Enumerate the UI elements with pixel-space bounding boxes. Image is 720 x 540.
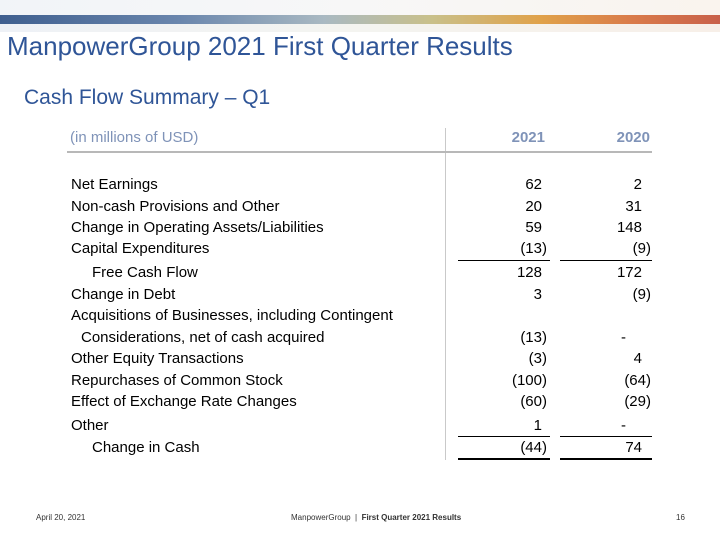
row-value-2021: 1 [533, 417, 542, 434]
row-value-2021: (3) [528, 350, 547, 367]
row-value-2021: 20 [525, 198, 542, 215]
total-rule-bottom-2020 [560, 458, 652, 460]
unit-label: (in millions of USD) [70, 129, 199, 146]
row-value-2021: 128 [516, 264, 542, 281]
row-label-free-cash-flow: Free Cash Flow [92, 264, 198, 281]
row-value-2020: 31 [625, 198, 642, 215]
row-value-2020: 74 [625, 439, 642, 456]
footer-title: ManpowerGroup | First Quarter 2021 Resul… [291, 513, 461, 522]
subtotal-rule-2021 [458, 260, 550, 261]
row-label-other: Other [71, 417, 109, 434]
row-value-2020: 172 [616, 264, 642, 281]
slide-title: ManpowerGroup 2021 First Quarter Results [7, 31, 513, 61]
row-label-other-equity: Other Equity Transactions [71, 350, 244, 367]
row-label-change-in-cash: Change in Cash [92, 439, 200, 456]
header-rule [67, 151, 652, 153]
row-value-2020: 2 [633, 176, 642, 193]
row-value-2020: 4 [633, 350, 642, 367]
top-banner-shadow [0, 24, 720, 32]
row-value-2021: 3 [533, 286, 542, 303]
row-value-2021: (100) [511, 372, 547, 389]
row-label-capital-expenditures: Capital Expenditures [71, 240, 210, 257]
row-label-exchange-rate: Effect of Exchange Rate Changes [71, 393, 297, 410]
row-value-2020: - [621, 329, 626, 346]
total-rule-top-2021 [458, 436, 550, 437]
row-value-2021: (60) [520, 393, 547, 410]
page-number: 16 [676, 513, 685, 522]
row-value-2020: (29) [624, 393, 651, 410]
row-value-2021: 59 [525, 219, 542, 236]
row-value-2020: - [621, 417, 626, 434]
row-value-2021: 62 [525, 176, 542, 193]
slide-subtitle: Cash Flow Summary – Q1 [24, 86, 271, 109]
footer-report: First Quarter 2021 Results [361, 513, 462, 522]
row-label-non-cash-provisions: Non-cash Provisions and Other [71, 198, 280, 215]
row-label-operating-assets: Change in Operating Assets/Liabilities [71, 219, 324, 236]
subtotal-rule-2020 [560, 260, 652, 261]
row-value-2020: (64) [624, 372, 651, 389]
row-value-2021: (13) [520, 329, 547, 346]
row-value-2020: (9) [632, 286, 651, 303]
row-value-2020: (9) [632, 240, 651, 257]
row-label-net-earnings: Net Earnings [71, 176, 158, 193]
column-header-2021: 2021 [511, 129, 545, 146]
row-label-acquisitions-continued: Considerations, net of cash acquired [81, 329, 325, 346]
footer-company: ManpowerGroup [291, 513, 351, 522]
top-banner-fade [0, 0, 720, 15]
total-rule-top-2020 [560, 436, 652, 437]
total-rule-bottom-2021 [458, 458, 550, 460]
row-label-acquisitions: Acquisitions of Businesses, including Co… [71, 307, 393, 324]
top-color-bar [0, 15, 720, 24]
footer-separator: | [350, 513, 362, 522]
row-label-repurchases: Repurchases of Common Stock [71, 372, 283, 389]
row-label-change-in-debt: Change in Debt [71, 286, 176, 303]
footer-date: April 20, 2021 [36, 513, 86, 522]
row-value-2020: 148 [616, 219, 642, 236]
row-value-2021: (44) [520, 439, 547, 456]
column-header-2020: 2020 [616, 129, 650, 146]
row-value-2021: (13) [520, 240, 547, 257]
column-divider [445, 128, 446, 460]
